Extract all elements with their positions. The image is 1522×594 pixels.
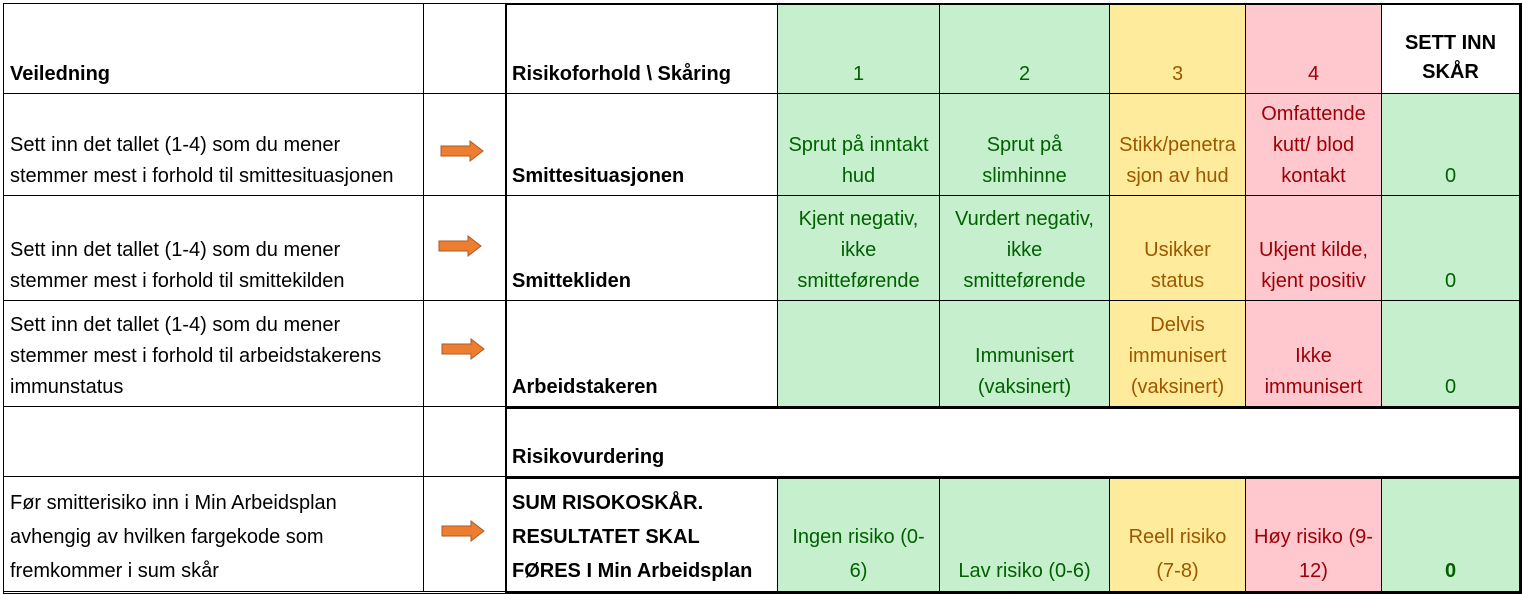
option-cell: Omfattende kutt/ blod kontakt bbox=[1246, 94, 1382, 196]
row-guide: Sett inn det tallet (1-4) som du mener s… bbox=[4, 301, 424, 407]
empty-cell bbox=[424, 407, 506, 477]
empty-cell bbox=[4, 407, 424, 477]
header-score-3: 3 bbox=[1110, 4, 1246, 94]
risk-level-cell: Høy risiko (9-12) bbox=[1246, 477, 1382, 592]
row-guide: Sett inn det tallet (1-4) som du mener s… bbox=[4, 94, 424, 196]
option-cell: Vurdert negativ, ikke smitteførende bbox=[940, 196, 1110, 301]
sum-score: 0 bbox=[1382, 477, 1520, 592]
arrow-right-icon bbox=[441, 338, 485, 360]
option-cell: Sprut på slimhinne bbox=[940, 94, 1110, 196]
header-score-4: 4 bbox=[1246, 4, 1382, 94]
arrow-right-icon bbox=[438, 235, 482, 257]
assessment-label: Risikovurdering bbox=[506, 407, 1520, 477]
risk-level-cell: Ingen risiko (0-6) bbox=[778, 477, 940, 592]
sum-guide: Før smitterisiko inn i Min Arbeidsplan a… bbox=[4, 477, 424, 592]
row-guide: Sett inn det tallet (1-4) som du mener s… bbox=[4, 196, 424, 301]
row-factor: Arbeidstakeren bbox=[506, 301, 778, 407]
option-cell bbox=[778, 301, 940, 407]
risk-level-cell: Reell risiko (7-8) bbox=[1110, 477, 1246, 592]
header-score-1: 1 bbox=[778, 4, 940, 94]
option-cell: Usikker status bbox=[1110, 196, 1246, 301]
option-cell: Ikke immunisert bbox=[1246, 301, 1382, 407]
option-cell: Ukjent kilde, kjent positiv bbox=[1246, 196, 1382, 301]
arrow-right-icon bbox=[440, 140, 484, 162]
header-enter-score: SETT INN SKÅR bbox=[1382, 4, 1520, 94]
option-cell: Immunisert (vaksinert) bbox=[940, 301, 1110, 407]
header-guide: Veiledning bbox=[4, 4, 424, 94]
option-cell: Delvis immunisert (vaksinert) bbox=[1110, 301, 1246, 407]
header-score-2: 2 bbox=[940, 4, 1110, 94]
risk-level-cell: Lav risiko (0-6) bbox=[940, 477, 1110, 592]
score-input[interactable]: 0 bbox=[1382, 94, 1520, 196]
header-factor: Risikoforhold \ Skåring bbox=[506, 4, 778, 94]
option-cell: Stikk/penetra sjon av hud bbox=[1110, 94, 1246, 196]
score-input[interactable]: 0 bbox=[1382, 196, 1520, 301]
option-cell: Sprut på inntakt hud bbox=[778, 94, 940, 196]
arrow-right-icon bbox=[441, 520, 485, 542]
option-cell: Kjent negativ, ikke smitteførende bbox=[778, 196, 940, 301]
row-factor: Smittekliden bbox=[506, 196, 778, 301]
score-input[interactable]: 0 bbox=[1382, 301, 1520, 407]
row-factor: Smittesituasjonen bbox=[506, 94, 778, 196]
header-arrow-cell bbox=[424, 4, 506, 94]
sum-factor: SUM RISOKOSKÅR. RESULTATET SKAL FØRES I … bbox=[506, 477, 778, 592]
